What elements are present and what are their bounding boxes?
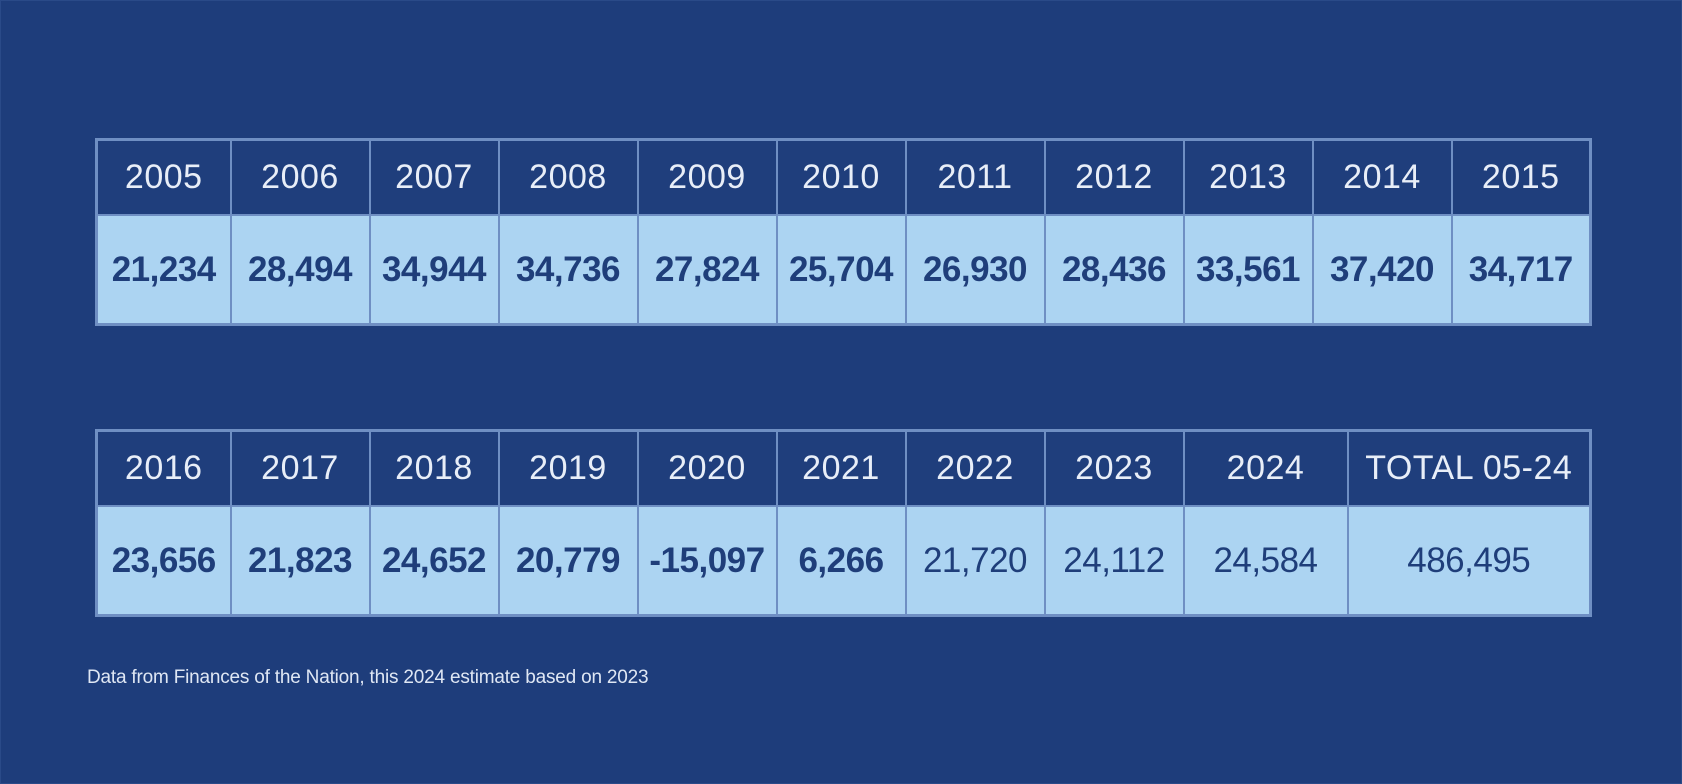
value-cell: 37,420 <box>1311 214 1453 326</box>
year-header-cell: 2021 <box>775 429 907 507</box>
year-header-cell: 2018 <box>368 429 500 507</box>
year-header-cell: 2010 <box>775 138 907 216</box>
year-header-cell: 2014 <box>1311 138 1453 216</box>
year-header-cell: 2016 <box>95 429 232 507</box>
value-cell: 27,824 <box>636 214 778 326</box>
value-cell: 23,656 <box>95 505 232 617</box>
value-cell: 24,112 <box>1043 505 1185 617</box>
year-header-cell: 2024 <box>1182 429 1349 507</box>
year-header-cell: 2005 <box>95 138 232 216</box>
value-cell: 21,823 <box>229 505 371 617</box>
year-header-cell: 2007 <box>368 138 500 216</box>
value-cell: 21,720 <box>904 505 1046 617</box>
table-header-row: 2016 2017 2018 2019 2020 2021 2022 2023 … <box>95 429 1592 507</box>
table-header-row: 2005 2006 2007 2008 2009 2010 2011 2012 … <box>95 138 1592 216</box>
year-header-cell: 2017 <box>229 429 371 507</box>
total-header-cell: TOTAL 05-24 <box>1346 429 1592 507</box>
value-cell: 6,266 <box>775 505 907 617</box>
value-cell: 21,234 <box>95 214 232 326</box>
value-cell: 33,561 <box>1182 214 1314 326</box>
source-footnote: Data from Finances of the Nation, this 2… <box>87 667 649 688</box>
year-header-cell: 2022 <box>904 429 1046 507</box>
value-cell: -15,097 <box>636 505 778 617</box>
year-header-cell: 2012 <box>1043 138 1185 216</box>
year-header-cell: 2019 <box>497 429 639 507</box>
value-cell: 28,494 <box>229 214 371 326</box>
table-value-row: 21,234 28,494 34,944 34,736 27,824 25,70… <box>95 214 1592 326</box>
value-cell: 28,436 <box>1043 214 1185 326</box>
value-cell: 24,652 <box>368 505 500 617</box>
data-table-2005-2015: 2005 2006 2007 2008 2009 2010 2011 2012 … <box>95 138 1592 326</box>
total-value-cell: 486,495 <box>1346 505 1592 617</box>
value-cell: 24,584 <box>1182 505 1349 617</box>
table-value-row: 23,656 21,823 24,652 20,779 -15,097 6,26… <box>95 505 1592 617</box>
year-header-cell: 2008 <box>497 138 639 216</box>
value-cell: 34,717 <box>1450 214 1592 326</box>
value-cell: 34,944 <box>368 214 500 326</box>
value-cell: 26,930 <box>904 214 1046 326</box>
value-cell: 34,736 <box>497 214 639 326</box>
year-header-cell: 2006 <box>229 138 371 216</box>
year-header-cell: 2023 <box>1043 429 1185 507</box>
year-header-cell: 2020 <box>636 429 778 507</box>
year-header-cell: 2011 <box>904 138 1046 216</box>
value-cell: 20,779 <box>497 505 639 617</box>
year-header-cell: 2015 <box>1450 138 1592 216</box>
data-table-2016-2024: 2016 2017 2018 2019 2020 2021 2022 2023 … <box>95 429 1592 617</box>
year-header-cell: 2009 <box>636 138 778 216</box>
year-header-cell: 2013 <box>1182 138 1314 216</box>
value-cell: 25,704 <box>775 214 907 326</box>
